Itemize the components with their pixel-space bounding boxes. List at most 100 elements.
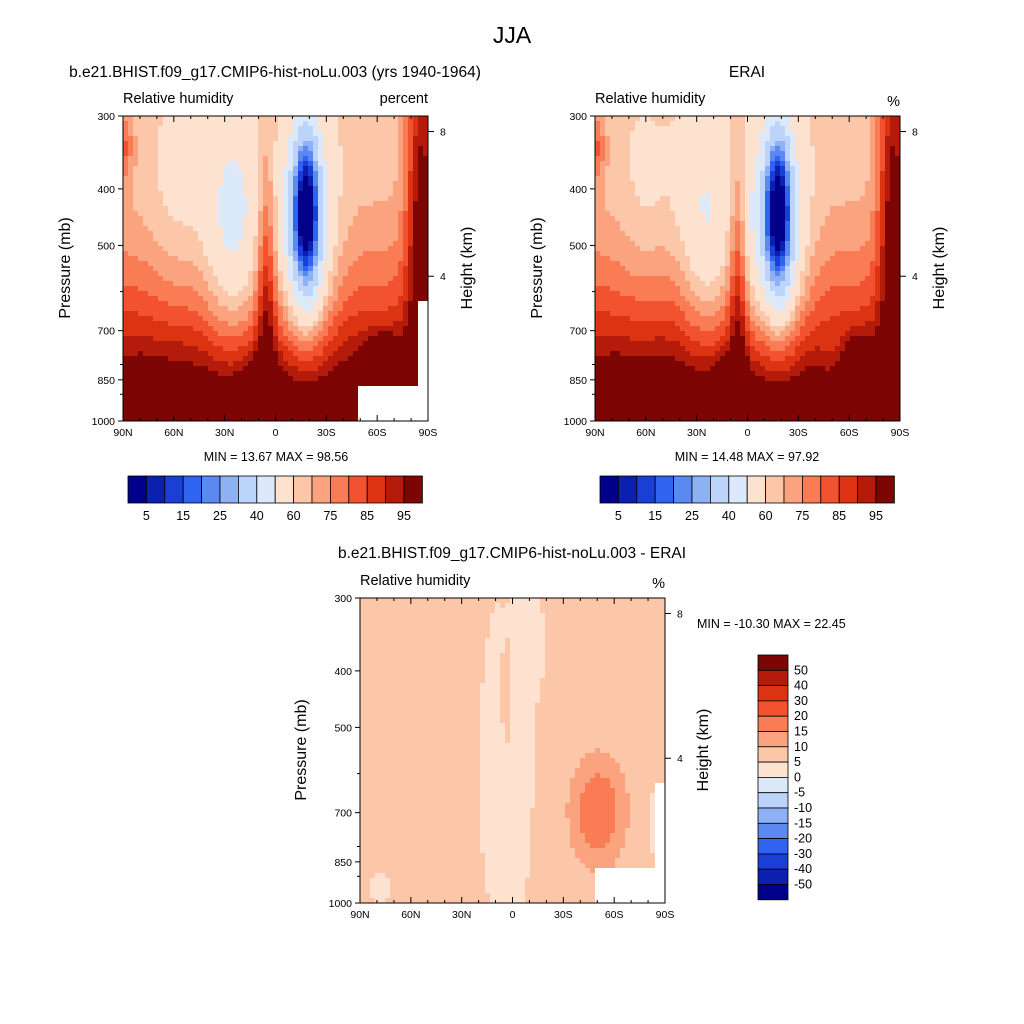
contour-cell (133, 171, 159, 177)
contour-cell (360, 598, 511, 604)
contour-cell (760, 236, 766, 242)
contour-cell (418, 176, 428, 182)
contour-cell (393, 181, 404, 187)
contour-cell (158, 296, 204, 302)
contour-cell (123, 396, 359, 402)
contour-cell (725, 351, 746, 357)
contour-cell (273, 296, 279, 302)
contour-cell (368, 336, 419, 342)
contour-cell (745, 251, 756, 257)
contour-cell (615, 818, 631, 824)
contour-cell (338, 221, 354, 227)
contour-cell (745, 226, 751, 232)
contour-cell (655, 201, 671, 207)
contour-cell (123, 331, 204, 337)
contour-cell (885, 241, 900, 247)
contour-cell (123, 301, 169, 307)
contour-cell (313, 196, 319, 202)
contour-cell (163, 246, 204, 252)
contour-cell (630, 141, 731, 147)
contour-cell (288, 271, 294, 277)
contour-cell (123, 136, 134, 142)
contour-cell (605, 206, 671, 212)
contour-cell (750, 196, 761, 202)
contour-cell (323, 256, 329, 262)
contour-cell (298, 346, 314, 352)
contour-cell (288, 321, 294, 327)
contour-cell (590, 868, 596, 874)
contour-cell (670, 201, 701, 207)
contour-cell (785, 271, 791, 277)
contour-cell (408, 206, 414, 212)
contour-cell (323, 166, 329, 172)
contour-cell (398, 141, 404, 147)
contour-cell (735, 181, 741, 187)
contour-cell (398, 236, 404, 242)
contour-cell (780, 161, 786, 167)
contour-cell (610, 778, 626, 784)
contour-cell (258, 306, 264, 312)
contour-cell (740, 271, 746, 277)
contour-cell (790, 271, 796, 277)
contour-cell (413, 231, 428, 237)
contour-cell (710, 191, 731, 197)
contour-cell (343, 171, 399, 177)
contour-cell (288, 136, 299, 142)
contour-cell (313, 321, 319, 327)
contour-cell (123, 341, 184, 347)
contour-cell (328, 291, 334, 297)
contour-cell (343, 276, 394, 282)
contour-cell (625, 783, 656, 789)
contour-cell (343, 191, 394, 197)
contour-cell (360, 813, 481, 819)
contour-cell (595, 186, 606, 192)
contour-cell (870, 231, 876, 237)
contour-cell (358, 206, 404, 212)
contour-cell (510, 713, 536, 719)
contour-cell (750, 316, 761, 322)
x-tick-label: 30N (687, 427, 706, 439)
contour-cell (790, 216, 796, 222)
contour-cell (635, 191, 706, 197)
contour-cell (480, 788, 536, 794)
contour-cell (133, 146, 139, 152)
contour-cell (755, 321, 766, 327)
contour-cell (760, 246, 766, 252)
contour-cell (243, 191, 259, 197)
contour-cell (208, 256, 254, 262)
contour-cell (885, 291, 900, 297)
contour-cell (795, 321, 806, 327)
contour-cell (213, 326, 249, 332)
contour-cell (795, 246, 801, 252)
contour-cell (393, 331, 404, 337)
contour-cell (375, 873, 386, 879)
contour-cell (570, 788, 586, 794)
contour-cell (880, 191, 886, 197)
contour-cell (278, 321, 289, 327)
contour-cell (313, 146, 319, 152)
contour-cell (765, 171, 771, 177)
contour-cell (283, 201, 289, 207)
contour-cell (630, 236, 681, 242)
contour-cell (505, 648, 511, 654)
contour-cell (298, 256, 304, 262)
contour-cell (880, 171, 886, 177)
contour-cell (358, 256, 404, 262)
contour-cell (770, 336, 786, 342)
contour-cell (535, 763, 581, 769)
contour-cell (725, 231, 731, 237)
contour-cell (745, 121, 766, 127)
contour-cell (880, 291, 886, 297)
contour-cell (755, 336, 771, 342)
contour-cell (775, 271, 781, 277)
contour-cell (328, 271, 339, 277)
contour-cell (318, 121, 339, 127)
contour-cell (575, 773, 596, 779)
contour-cell (323, 206, 329, 212)
contour-cell (620, 351, 691, 357)
contour-cell (885, 256, 900, 262)
contour-cell (263, 246, 269, 252)
contour-cell (313, 176, 319, 182)
contour-cell (795, 136, 811, 142)
contour-cell (298, 146, 304, 152)
